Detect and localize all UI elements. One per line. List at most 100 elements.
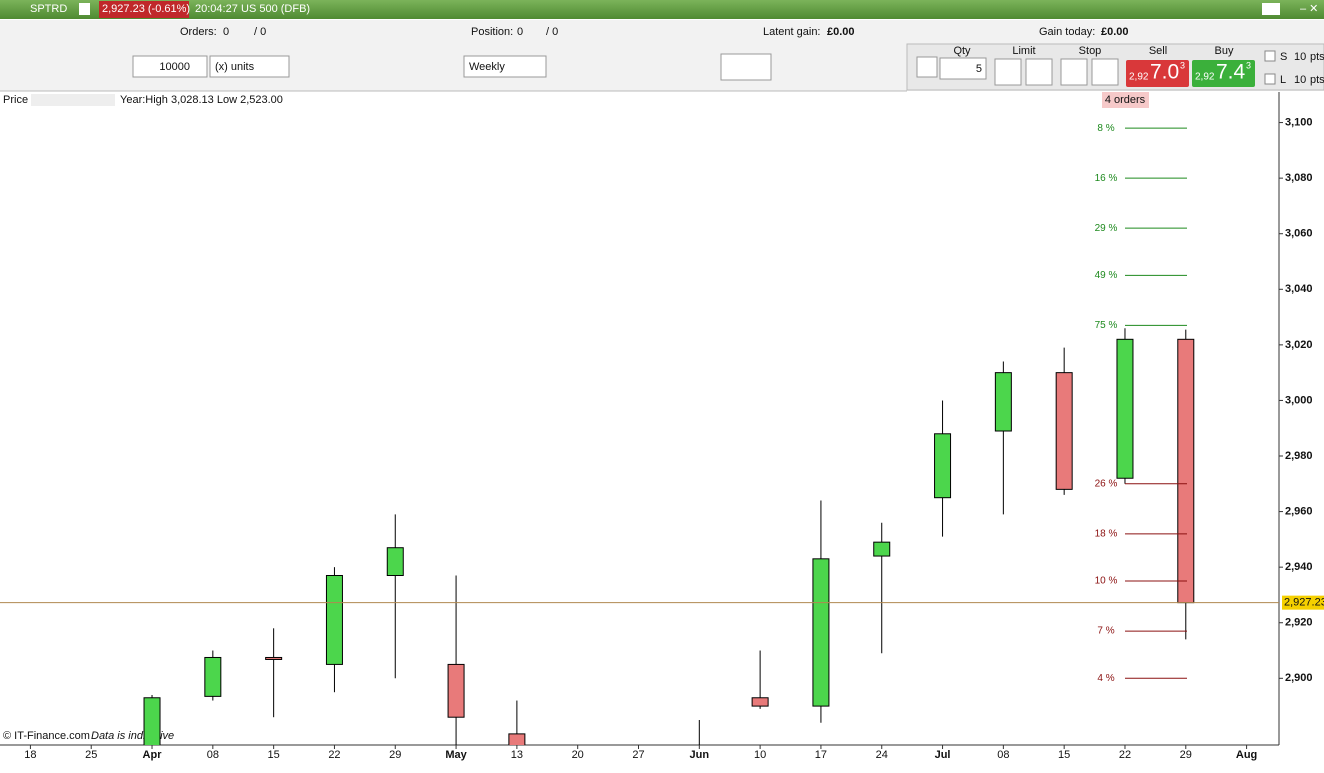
stop-label: Stop	[1079, 45, 1102, 57]
sell-sup: 3	[1180, 60, 1185, 70]
sell-label: Sell	[1149, 45, 1167, 57]
interval: Weekly	[469, 61, 505, 73]
gain-value: £0.00	[1101, 26, 1129, 38]
y-tick-label: 3,060	[1285, 228, 1313, 240]
x-tick-label: Jul	[935, 749, 951, 761]
y-tick-label: 3,080	[1285, 172, 1313, 184]
symbol[interactable]: SPTRD	[30, 3, 67, 15]
range-text: Year:High 3,028.13 Low 2,523.00	[120, 94, 283, 106]
x-tick-label: May	[445, 749, 467, 761]
candle-body	[143, 697, 161, 745]
orders-count: 0	[223, 26, 229, 38]
buy-big: 7.4	[1216, 61, 1246, 84]
y-tick-label: 3,000	[1285, 394, 1313, 406]
gain-label: Gain today:	[1039, 26, 1095, 38]
chart-title: Price	[3, 94, 28, 106]
y-tick-label: 2,940	[1285, 561, 1313, 573]
order-level-label: 4 %	[1097, 673, 1114, 684]
x-tick-label: 29	[389, 749, 401, 761]
position-total: / 0	[546, 26, 558, 38]
stop-button[interactable]	[1091, 58, 1119, 86]
position-label: Position:	[471, 26, 513, 38]
x-tick-label: 24	[876, 749, 888, 761]
x-tick-label: 25	[85, 749, 97, 761]
x-tick-label: 15	[268, 749, 280, 761]
order-level-label: 49 %	[1095, 270, 1118, 281]
pts: pts	[1310, 51, 1324, 63]
y-tick-label: 2,960	[1285, 505, 1313, 517]
limit-button[interactable]	[994, 58, 1022, 86]
candle-body	[386, 547, 404, 576]
s-points[interactable]: 10	[1294, 51, 1306, 63]
order-level-label: 16 %	[1095, 173, 1118, 184]
candle-body	[934, 433, 952, 499]
candle-body	[1055, 372, 1073, 490]
plot	[143, 328, 1195, 745]
order-level-label: 7 %	[1097, 626, 1114, 637]
size: 10000	[159, 61, 190, 73]
s-checkbox[interactable]	[1264, 50, 1276, 62]
credit: © IT-Finance.com	[3, 730, 90, 742]
qty-input[interactable]	[939, 57, 987, 80]
order-level-label: 8 %	[1097, 123, 1114, 134]
orders-badge[interactable]	[1102, 92, 1149, 108]
order-level-label: 26 %	[1095, 478, 1118, 489]
orders-label: Orders:	[180, 26, 217, 38]
l-checkbox[interactable]	[1264, 73, 1276, 85]
chart-type-button[interactable]	[720, 53, 772, 81]
orders-total: / 0	[254, 26, 266, 38]
l-points[interactable]: 10	[1294, 74, 1306, 86]
l-label: L	[1280, 74, 1286, 86]
candle-body	[265, 656, 283, 660]
sell-prefix: 2,92	[1129, 72, 1149, 83]
stop-button[interactable]	[1060, 58, 1088, 86]
units-select[interactable]	[209, 55, 290, 78]
y-tick-label: 2,980	[1285, 450, 1313, 462]
candle-body	[447, 663, 465, 718]
size-input[interactable]	[132, 55, 208, 78]
candle-body	[508, 733, 526, 745]
order-level-label: 75 %	[1095, 320, 1118, 331]
buy-button[interactable]	[1192, 60, 1255, 87]
candle-body	[204, 656, 222, 697]
interval-select[interactable]	[463, 55, 547, 78]
order-level-label: 10 %	[1095, 576, 1118, 587]
sell-button[interactable]	[1126, 60, 1189, 87]
x-tick-label: Aug	[1236, 749, 1257, 761]
y-tick-label: 3,020	[1285, 339, 1313, 351]
x-tick-label: 10	[754, 749, 766, 761]
limit-button[interactable]	[1025, 58, 1053, 86]
window-buttons[interactable]: – ✕	[1300, 3, 1318, 15]
x-tick-label: 15	[1058, 749, 1070, 761]
order-level-label: 18 %	[1095, 528, 1118, 539]
menu-button[interactable]	[1262, 3, 1280, 15]
order-level-label: 29 %	[1095, 223, 1118, 234]
y-tick-label: 2,920	[1285, 617, 1313, 629]
y-tick-label: 3,040	[1285, 283, 1313, 295]
title-bar	[0, 0, 1324, 19]
orders-badge-text: 4 orders	[1105, 94, 1146, 106]
last-price-label: 2,927.23	[1284, 597, 1324, 609]
sell-big: 7.0	[1150, 61, 1179, 84]
time: 20:04:27	[195, 3, 238, 15]
qty: 5	[976, 63, 982, 75]
price-change: 2,927.23 (-0.61%)	[102, 3, 190, 15]
y-tick-label: 2,900	[1285, 672, 1313, 684]
last-price-tag	[1282, 595, 1324, 610]
position-count: 0	[517, 26, 523, 38]
units: (x) units	[215, 61, 255, 73]
y-tick-label: 3,100	[1285, 116, 1313, 128]
info-icon[interactable]	[79, 3, 90, 15]
candle-body	[873, 541, 891, 557]
x-tick-label: 22	[328, 749, 340, 761]
x-tick-label: 29	[1180, 749, 1192, 761]
chart-tools[interactable]	[31, 94, 115, 106]
settings-button[interactable]	[916, 56, 938, 78]
x-tick-label: 08	[997, 749, 1009, 761]
qty-label: Qty	[953, 45, 971, 57]
x-tick-label: 08	[207, 749, 219, 761]
disclaimer: Data is indicative	[91, 730, 174, 742]
x-tick-label: 22	[1119, 749, 1131, 761]
